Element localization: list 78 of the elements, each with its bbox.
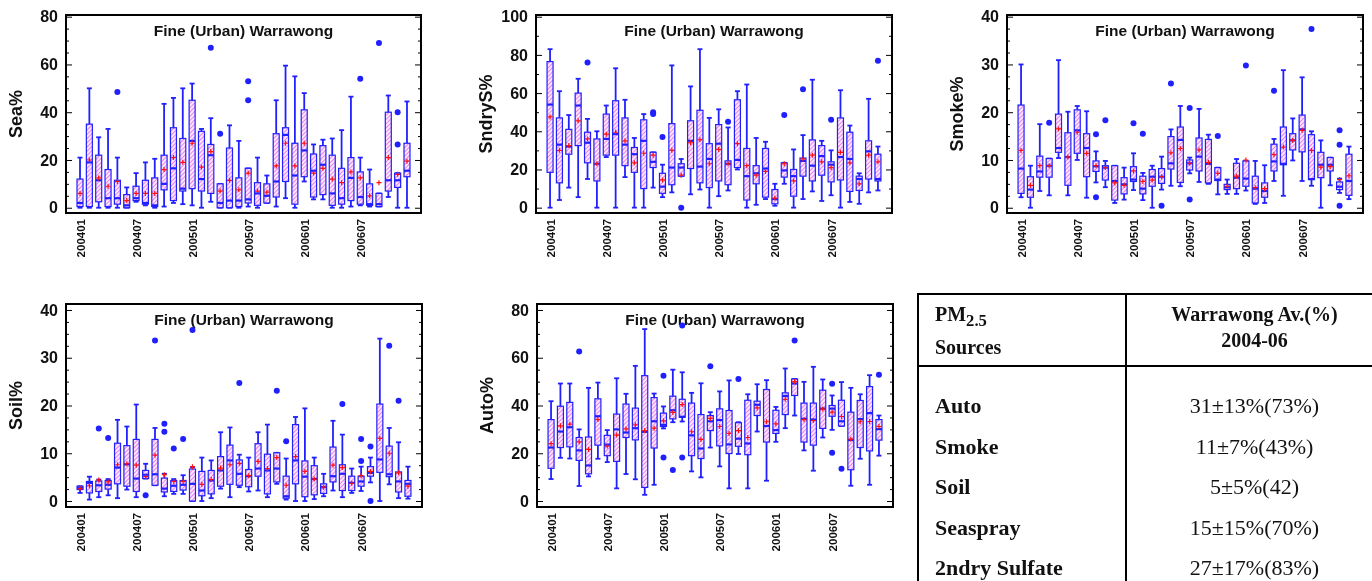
- chart-title: Fine (Urban) Warrawong: [624, 22, 804, 39]
- x-tick-label: 200601: [299, 512, 312, 552]
- y-tick-label: 30: [40, 349, 59, 367]
- x-tick-label: 200407: [600, 219, 613, 258]
- x-tick-label: 200601: [298, 218, 311, 258]
- x-tick-label: 200507: [713, 219, 726, 258]
- text: Smoke: [919, 429, 1126, 471]
- text: Auto: [919, 389, 1126, 430]
- x-tick-label: 200607: [825, 219, 838, 258]
- y-tick-label: 80: [40, 8, 59, 26]
- y-tick-label: 20: [40, 397, 59, 415]
- y-tick-label: 0: [990, 199, 1000, 217]
- text: 15±15%(70%): [1188, 513, 1321, 542]
- y-axis-title: Soil%: [6, 380, 26, 431]
- y-tick-label: 0: [49, 199, 59, 217]
- chart-title: Fine (Urban) Warrawong: [625, 311, 805, 328]
- text: 27±17%(83%): [1188, 554, 1321, 581]
- chart-title: Fine (Urban) Warrawong: [1095, 22, 1275, 39]
- y-tick-label: 20: [511, 444, 530, 462]
- x-tick-label: 200607: [355, 513, 368, 552]
- y-tick-label: 60: [510, 84, 529, 102]
- x-tick-label: 200607: [354, 219, 367, 258]
- x-tick-label: 200501: [1128, 218, 1140, 258]
- x-tick-label: 200401: [74, 512, 87, 552]
- y-tick-label: 20: [40, 151, 59, 169]
- x-tick-label: 200501: [658, 512, 670, 552]
- x-tick-label: 200601: [770, 512, 783, 552]
- x-tick-label: 200601: [769, 218, 782, 258]
- x-tick-label: 200407: [601, 513, 614, 552]
- x-tick-label: 200507: [243, 513, 256, 552]
- x-tick-label: 200601: [1240, 218, 1253, 258]
- x-tick-label: 200401: [544, 218, 557, 258]
- y-tick-label: 100: [501, 8, 529, 26]
- x-tick-label: 200401: [1015, 218, 1028, 258]
- x-tick-label: 200407: [130, 513, 143, 552]
- text: Warrawong Av.(%) 2004-06: [1126, 295, 1372, 366]
- y-axis-title: Smoke%: [947, 76, 967, 152]
- y-tick-label: 60: [511, 349, 530, 367]
- x-tick-label: 200407: [1071, 219, 1084, 258]
- y-tick-label: 60: [40, 56, 59, 74]
- chart-title: Fine (Urban) Warrawong: [154, 311, 334, 328]
- text: 11±7%(43%): [1194, 432, 1315, 461]
- x-tick-label: 200507: [1184, 219, 1197, 258]
- text: 31±13%(73%): [1188, 392, 1321, 420]
- y-tick-label: 20: [981, 103, 1000, 121]
- x-tick-label: 200507: [714, 513, 727, 552]
- y-tick-label: 20: [510, 161, 529, 179]
- chart-title: Fine (Urban) Warrawong: [153, 22, 334, 39]
- x-tick-label: 200501: [186, 218, 199, 258]
- x-tick-label: 200607: [1296, 219, 1309, 258]
- y-axis-title: Auto%: [477, 377, 497, 434]
- y-axis-title: SndryS%: [476, 74, 496, 154]
- text: 2ndry Sulfate: [919, 551, 1126, 581]
- y-tick-label: 0: [519, 199, 529, 217]
- y-tick-label: 0: [520, 492, 530, 510]
- x-tick-label: 200607: [826, 513, 839, 552]
- text: PM$_{2.5}$ Sources: [919, 295, 1126, 366]
- text: 5±5%(42): [1208, 473, 1301, 502]
- x-tick-label: 200401: [545, 512, 558, 552]
- y-tick-label: 0: [49, 492, 59, 510]
- x-tick-label: 200507: [242, 219, 255, 258]
- y-tick-label: 10: [40, 444, 59, 462]
- y-tick-label: 80: [510, 46, 529, 64]
- y-tick-label: 10: [981, 151, 1000, 169]
- x-tick-label: 200407: [130, 219, 143, 258]
- x-tick-label: 200501: [187, 512, 199, 552]
- text: Soil: [919, 470, 1126, 511]
- y-tick-label: 40: [40, 103, 59, 121]
- text: Seaspray: [919, 510, 1126, 552]
- y-tick-label: 80: [511, 301, 530, 319]
- x-tick-label: 200401: [74, 218, 87, 258]
- y-tick-label: 30: [981, 56, 1000, 74]
- y-tick-label: 40: [511, 397, 530, 415]
- y-tick-label: 40: [40, 301, 59, 319]
- y-axis-title: Sea%: [6, 89, 26, 139]
- y-tick-label: 40: [510, 122, 529, 140]
- x-tick-label: 200501: [657, 218, 669, 258]
- y-tick-label: 40: [981, 8, 1000, 26]
